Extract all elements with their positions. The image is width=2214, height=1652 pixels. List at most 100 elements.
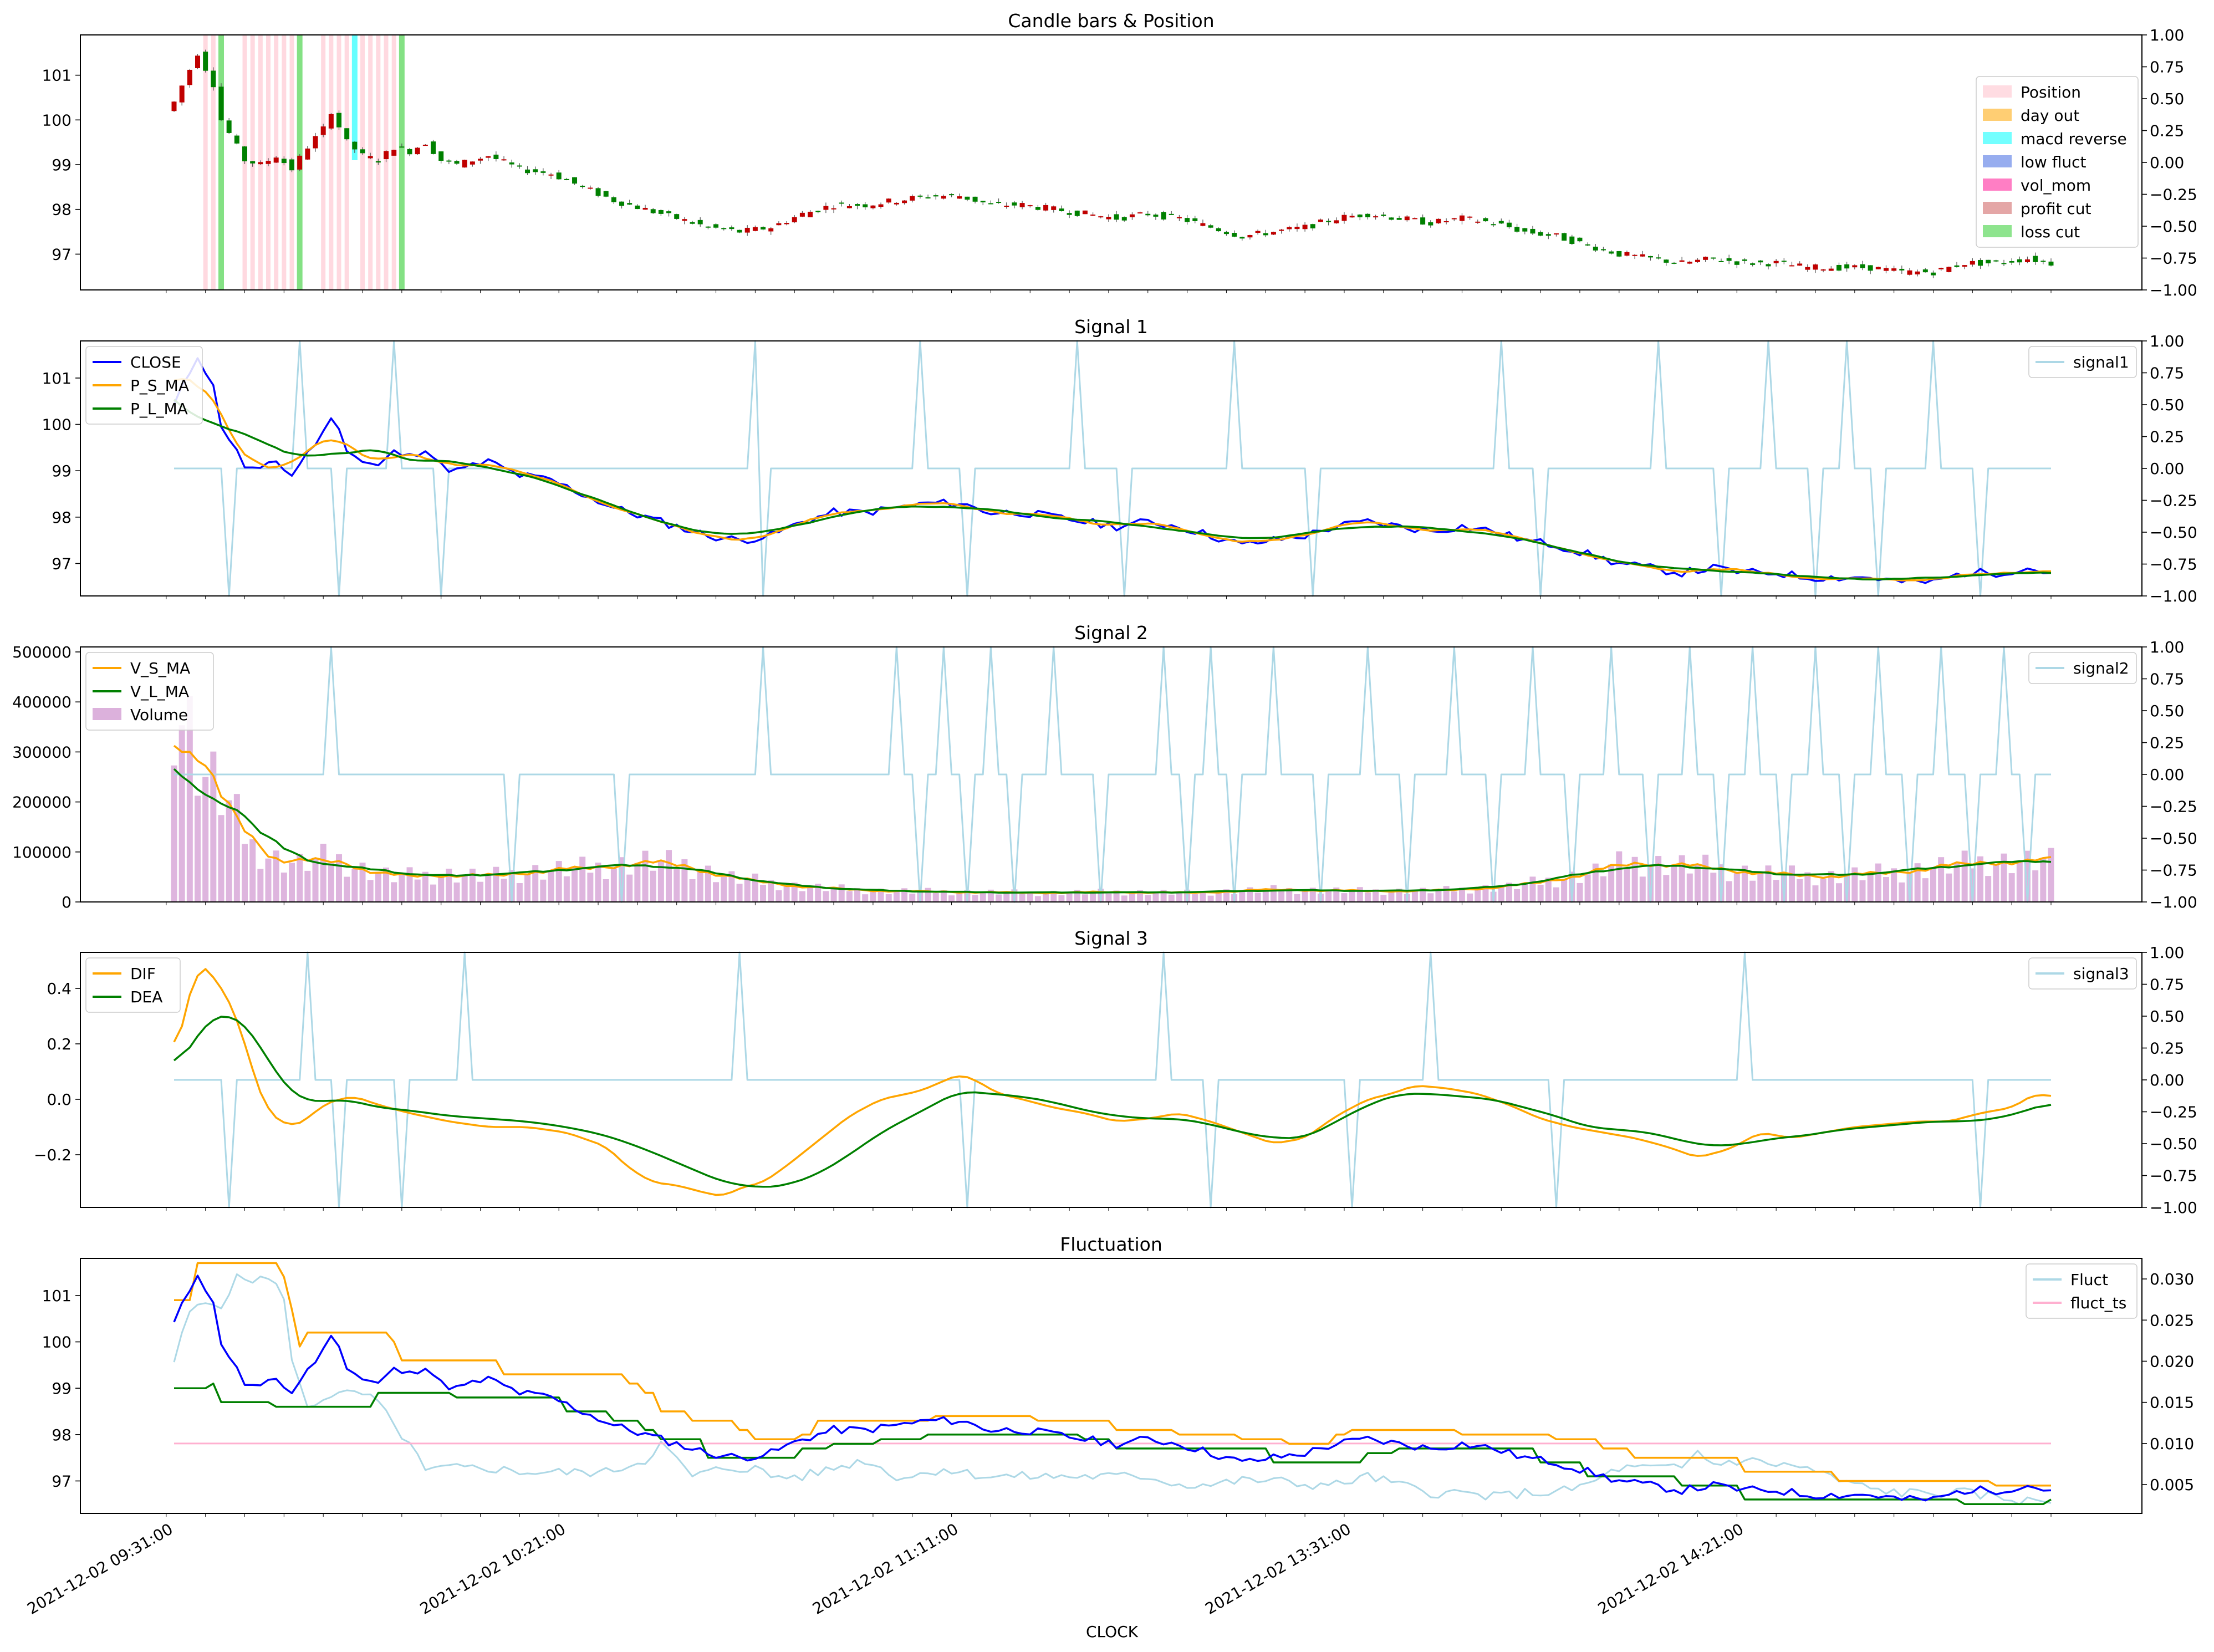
candle-body xyxy=(2024,259,2030,262)
volume-bar xyxy=(414,879,421,902)
candle-body xyxy=(1451,218,1457,220)
volume-bar xyxy=(705,865,711,902)
candle-body xyxy=(1600,249,1606,251)
volume-bar xyxy=(1207,895,1214,902)
legend-label: loss cut xyxy=(2021,223,2080,241)
volume-bar xyxy=(1066,893,1073,902)
y-tick-label: 101 xyxy=(42,369,72,387)
candle-body xyxy=(1443,221,1449,222)
y2-tick-label: 0.015 xyxy=(2150,1394,2194,1412)
volume-bar xyxy=(422,871,428,902)
volume-bar xyxy=(1867,871,1874,902)
fluct-line xyxy=(173,1273,2052,1506)
volume-bar xyxy=(1773,880,1779,902)
volume-bar xyxy=(1592,863,1599,902)
dea-line xyxy=(173,1016,2052,1188)
legend-box xyxy=(2028,957,2137,990)
volume-bar xyxy=(1364,892,1371,902)
position-bar xyxy=(321,160,326,290)
volume-bar xyxy=(367,880,374,902)
volume-bar xyxy=(1537,884,1544,902)
candle-body xyxy=(1530,228,1535,234)
candle-body xyxy=(1373,216,1379,218)
candle-body xyxy=(1915,271,1920,274)
candle-body xyxy=(1868,265,1873,271)
volume-bar xyxy=(1420,888,1426,902)
volume-bar xyxy=(1302,891,1308,902)
panel-2: Signal 1 97 98 99 100 101 1.00 0.75 0.50 0.25 0.00… xyxy=(42,316,2197,605)
volume-bar xyxy=(932,893,939,902)
volume-bar xyxy=(1946,873,1952,902)
candle-body xyxy=(1247,235,1253,238)
volume-bar xyxy=(2040,859,2047,902)
candle-body xyxy=(493,154,499,159)
candle-body xyxy=(1986,259,1991,264)
volume-bar xyxy=(980,892,986,902)
volume-bar xyxy=(1247,887,1253,902)
volume-bar xyxy=(2032,870,2039,902)
candle-body xyxy=(761,227,766,230)
candle-body xyxy=(1954,265,1960,267)
candle-body xyxy=(1341,215,1347,221)
legend-label: P_S_MA xyxy=(130,376,189,395)
y2-tick-label: 0.25 xyxy=(2150,1039,2184,1058)
y-tick-label: 99 xyxy=(52,1379,72,1398)
volume-bar xyxy=(760,884,767,902)
candle-body xyxy=(1758,260,1763,263)
x-tick-label: 2021-12-02 09:31:00 xyxy=(24,1520,176,1618)
legend-swatch xyxy=(1983,132,2012,144)
candle-body xyxy=(1475,221,1481,223)
candle-body xyxy=(1483,218,1488,222)
candle-body xyxy=(744,227,750,233)
legend-swatch xyxy=(1983,85,2012,98)
candle-body xyxy=(1656,257,1661,259)
legend-label: vol_mom xyxy=(2021,176,2091,195)
volume-bar xyxy=(1058,895,1065,902)
legend-label: Volume xyxy=(130,706,188,724)
candle-body xyxy=(2040,261,2046,262)
candle-body xyxy=(1381,215,1386,216)
candle-body xyxy=(572,177,578,184)
volume-bar xyxy=(657,860,664,902)
candle-body xyxy=(768,228,774,232)
candle-body xyxy=(1742,259,1747,261)
candle-body xyxy=(187,69,192,85)
candle-body xyxy=(548,174,554,176)
volume-bar xyxy=(1804,872,1811,902)
volume-bar xyxy=(2008,873,2015,902)
y2-tick-label: −0.75 xyxy=(2150,861,2197,880)
x-axis-label: CLOCK xyxy=(1086,1623,1139,1641)
y-tick-label: 500000 xyxy=(12,643,72,661)
volume-bar xyxy=(1309,888,1316,902)
exit-marker-loss_cut xyxy=(297,35,303,160)
y-tick-label: 100 xyxy=(42,1333,72,1352)
candle-body xyxy=(941,196,946,199)
candle-body xyxy=(957,196,962,199)
candle-body xyxy=(855,204,860,206)
volume-bar xyxy=(548,870,554,902)
candle-body xyxy=(2048,261,2054,266)
position-bar xyxy=(211,160,216,290)
candle-body xyxy=(470,161,475,165)
candle-body xyxy=(799,212,805,217)
y2-tick-label: 0.50 xyxy=(2150,396,2184,414)
volume-bar xyxy=(1757,873,1764,902)
candle-body xyxy=(556,172,562,180)
legend-label: Position xyxy=(2021,83,2081,101)
candle-body xyxy=(1176,217,1182,218)
legend-label: V_S_MA xyxy=(130,659,190,677)
candle-body xyxy=(1836,264,1841,271)
candle-body xyxy=(517,165,522,167)
position-bar xyxy=(329,160,334,290)
volume-bar xyxy=(2016,861,2023,902)
candle-body xyxy=(1067,213,1072,215)
candle-body xyxy=(823,206,829,210)
volume-bar xyxy=(572,866,578,902)
volume-bar xyxy=(540,879,547,902)
volume-bar xyxy=(233,794,240,902)
y-tick-label: 97 xyxy=(52,554,72,573)
volume-bar xyxy=(1105,893,1112,902)
volume-bar xyxy=(202,777,209,902)
candle-body xyxy=(328,114,334,129)
volume-bar xyxy=(532,865,539,902)
